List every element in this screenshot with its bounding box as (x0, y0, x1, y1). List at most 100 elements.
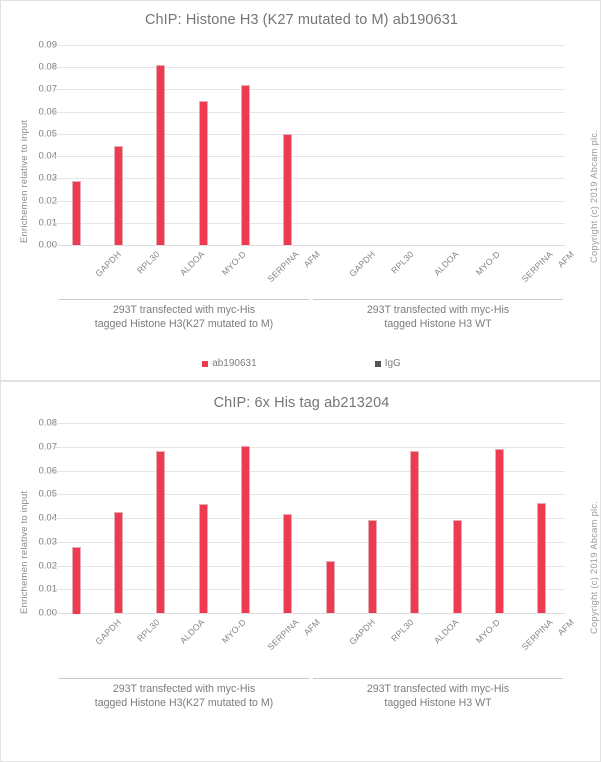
group-label: 293T transfected with myc-His tagged His… (366, 683, 510, 709)
x-axis-tick-label: MYO-D (473, 617, 503, 646)
y-axis-tick-mark (53, 613, 57, 614)
group-label: 293T transfected with myc-His tagged His… (94, 304, 274, 330)
bar (283, 514, 292, 613)
gridline (57, 178, 565, 179)
bar (156, 451, 165, 613)
gridline (57, 134, 565, 135)
gridline (57, 45, 565, 46)
y-axis-tick-mark (53, 245, 57, 246)
x-axis-tick-label: SERPINA (519, 617, 555, 653)
y-axis-tick-mark (53, 89, 57, 90)
gridline (57, 201, 565, 202)
x-axis-tick-label: RPL30 (389, 249, 416, 276)
y-axis-ticks: 0.09 0.08 0.07 0.06 0.05 0.04 0.03 0.02 0.01 0.00 (11, 40, 58, 251)
chart-panel-2: ChIP: 6x His tag ab213204 Enrichemen rel… (0, 381, 601, 762)
gridline (57, 447, 565, 448)
y-axis-tick-mark (53, 112, 57, 113)
bar (241, 446, 250, 613)
x-axis-tick-label: AFM (301, 249, 323, 270)
y-axis-tick-mark (53, 201, 57, 202)
x-axis-tick-label: RPL30 (135, 617, 162, 644)
y-axis-tick-label: 0.00 (38, 239, 58, 251)
y-axis-tick-label: 0.03 (38, 536, 58, 548)
x-axis-tick-label: AFM (301, 617, 323, 638)
x-axis-tick-label: SERPINA (265, 617, 301, 653)
bar (537, 503, 546, 613)
copyright-notice: Copyright (c) 2019 Abcam plc. (589, 500, 599, 634)
gridline (57, 494, 565, 495)
x-axis-tick-label: RPL30 (389, 617, 416, 644)
x-axis-tick-label: SERPINA (265, 249, 301, 285)
y-axis-tick-label: 0.07 (38, 83, 58, 95)
gridline (57, 423, 565, 424)
x-axis-tick-label: MYO-D (219, 617, 249, 646)
bar (72, 547, 81, 614)
chart-title: ChIP: 6x His tag ab213204 (213, 395, 390, 411)
y-axis-tick-mark (53, 156, 57, 157)
legend-label: IgG (384, 358, 401, 369)
plot-area (57, 423, 565, 614)
y-axis-ticks: 0.08 0.07 0.06 0.05 0.04 0.03 0.02 0.01 0.00 (11, 418, 58, 619)
y-axis-tick-label: 0.05 (38, 128, 58, 140)
gridline (57, 589, 565, 590)
y-axis-tick-mark (53, 178, 57, 179)
y-axis-tick-mark (53, 494, 57, 495)
y-axis-tick-label: 0.08 (38, 417, 58, 429)
bar (199, 504, 208, 613)
y-axis-tick-label: 0.04 (38, 150, 58, 162)
copyright-notice: Copyright (c) 2019 Abcam plc. (589, 129, 599, 263)
y-axis-tick-label: 0.07 (38, 441, 58, 453)
group-label: 293T transfected with myc-His tagged His… (366, 304, 510, 330)
x-axis-tick-label: MYO-D (473, 249, 503, 278)
group-separator-rule (59, 299, 309, 300)
bar (156, 65, 165, 245)
bar (72, 181, 81, 245)
gridline (57, 223, 565, 224)
bar (368, 520, 377, 613)
bar (453, 520, 462, 613)
y-axis-tick-label: 0.00 (38, 607, 58, 619)
group-separator-rule (313, 299, 563, 300)
y-axis-tick-mark (53, 423, 57, 424)
gridline (57, 542, 565, 543)
y-axis-tick-mark (53, 67, 57, 68)
y-axis-tick-label: 0.01 (38, 217, 58, 229)
y-axis-tick-mark (53, 589, 57, 590)
gridline (57, 245, 565, 246)
y-axis-tick-mark (53, 518, 57, 519)
y-axis-tick-label: 0.08 (38, 61, 58, 73)
y-axis-tick-label: 0.06 (38, 465, 58, 477)
y-axis-tick-label: 0.01 (38, 583, 58, 595)
y-axis-tick-label: 0.09 (38, 39, 58, 51)
plot-area (57, 45, 565, 246)
legend-label: ab190631 (212, 358, 257, 369)
gridline (57, 471, 565, 472)
y-axis-tick-mark (53, 447, 57, 448)
group-separator-rule (313, 678, 563, 679)
y-axis-tick-mark (53, 566, 57, 567)
bar (114, 146, 123, 245)
gridline (57, 518, 565, 519)
legend-entry[interactable]: ab190631 (202, 358, 257, 369)
x-axis-tick-label: ALDOA (431, 617, 461, 646)
gridline (57, 156, 565, 157)
legend-entry[interactable]: IgG (374, 358, 401, 369)
y-axis-tick-label: 0.04 (38, 512, 58, 524)
y-axis-tick-mark (53, 45, 57, 46)
gridline (57, 112, 565, 113)
bar (199, 101, 208, 245)
bar (326, 561, 335, 613)
group-separator-rule (59, 678, 309, 679)
y-axis-tick-mark (53, 542, 57, 543)
y-axis-tick-label: 0.02 (38, 560, 58, 572)
x-axis-tick-label: ALDOA (177, 617, 207, 646)
gridline (57, 89, 565, 90)
x-axis-tick-label: ALDOA (177, 249, 207, 278)
y-axis-tick-mark (53, 134, 57, 135)
x-axis-tick-label: MYO-D (219, 249, 249, 278)
x-axis-tick-label: GAPDH (93, 617, 123, 647)
bar (495, 449, 504, 613)
chart-title: ChIP: Histone H3 (K27 mutated to M) ab19… (144, 12, 459, 28)
x-axis-tick-label: AFM (555, 249, 577, 270)
